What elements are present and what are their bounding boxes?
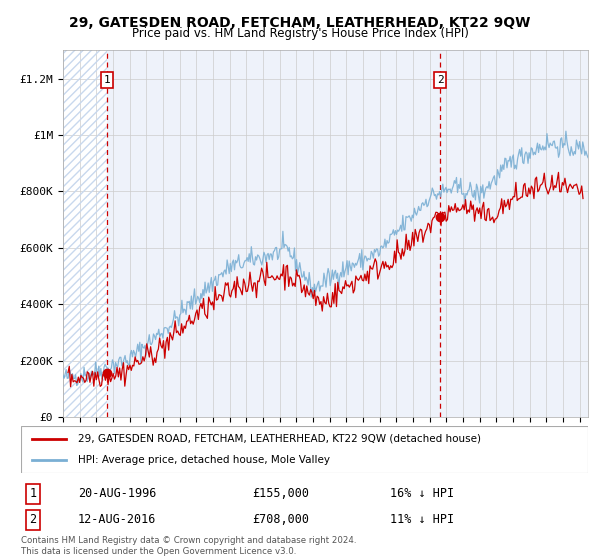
- Text: 20-AUG-1996: 20-AUG-1996: [78, 487, 157, 501]
- Text: 2: 2: [29, 513, 37, 526]
- Text: £155,000: £155,000: [252, 487, 309, 501]
- Bar: [63, 50, 107, 417]
- FancyBboxPatch shape: [21, 426, 588, 473]
- Text: 29, GATESDEN ROAD, FETCHAM, LEATHERHEAD, KT22 9QW: 29, GATESDEN ROAD, FETCHAM, LEATHERHEAD,…: [70, 16, 530, 30]
- Bar: [63, 50, 107, 417]
- Text: HPI: Average price, detached house, Mole Valley: HPI: Average price, detached house, Mole…: [78, 455, 330, 465]
- Text: 29, GATESDEN ROAD, FETCHAM, LEATHERHEAD, KT22 9QW (detached house): 29, GATESDEN ROAD, FETCHAM, LEATHERHEAD,…: [78, 434, 481, 444]
- Text: 1: 1: [29, 487, 37, 501]
- Text: 16% ↓ HPI: 16% ↓ HPI: [390, 487, 454, 501]
- Text: 11% ↓ HPI: 11% ↓ HPI: [390, 513, 454, 526]
- Text: 12-AUG-2016: 12-AUG-2016: [78, 513, 157, 526]
- Text: 2: 2: [437, 75, 443, 85]
- Text: Price paid vs. HM Land Registry's House Price Index (HPI): Price paid vs. HM Land Registry's House …: [131, 27, 469, 40]
- Text: 1: 1: [103, 75, 110, 85]
- Text: £708,000: £708,000: [252, 513, 309, 526]
- Text: Contains HM Land Registry data © Crown copyright and database right 2024.
This d: Contains HM Land Registry data © Crown c…: [21, 536, 356, 556]
